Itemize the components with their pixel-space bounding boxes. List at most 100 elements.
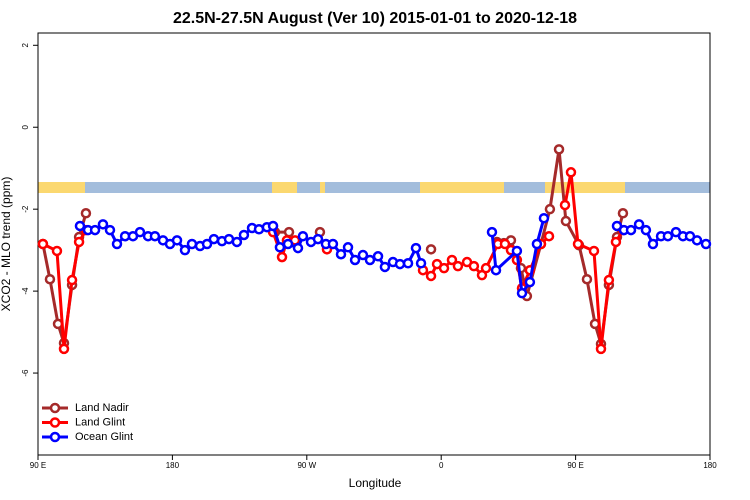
point [544, 203, 556, 215]
point [276, 251, 288, 263]
point [394, 258, 406, 270]
point [111, 238, 123, 250]
point [565, 167, 577, 178]
point [134, 226, 146, 238]
y-tick-label: 0 [21, 124, 30, 129]
point [97, 219, 109, 230]
point [486, 226, 498, 238]
x-tick-label: 180 [703, 461, 717, 470]
chart-title: 22.5N-27.5N August (Ver 10) 2015-01-01 t… [173, 10, 577, 27]
x-tick-label: 90 W [297, 461, 316, 470]
point [74, 220, 86, 232]
point [66, 274, 78, 286]
ocean-strip [38, 182, 710, 193]
point [283, 226, 295, 238]
land-strip [420, 182, 504, 193]
x-tick-label: 180 [166, 461, 180, 470]
point [282, 238, 294, 250]
point [511, 245, 523, 257]
point [44, 273, 56, 285]
point [446, 254, 458, 266]
point [51, 245, 63, 257]
point [37, 238, 49, 250]
point [588, 245, 600, 257]
point [73, 236, 85, 248]
x-tick-label: 0 [439, 461, 444, 470]
x-tick-label: 90 E [567, 461, 583, 470]
point [662, 230, 674, 242]
point [468, 260, 480, 272]
point [104, 224, 116, 236]
point [516, 287, 528, 299]
point [364, 254, 376, 266]
point [179, 244, 191, 256]
point [603, 274, 615, 286]
point [342, 242, 354, 253]
point [379, 261, 391, 273]
point [480, 262, 492, 274]
point [335, 248, 347, 260]
point [89, 224, 101, 236]
point [700, 238, 712, 250]
point [524, 276, 536, 288]
point [231, 236, 243, 248]
legend-marker [49, 402, 61, 414]
point [559, 199, 571, 211]
land-strip [38, 182, 85, 193]
point [617, 208, 629, 219]
land-strip [545, 182, 625, 193]
point [438, 262, 450, 274]
legend-label: Land Nadir [75, 402, 129, 414]
point [274, 242, 286, 253]
point [171, 235, 183, 246]
point [560, 215, 572, 227]
point [647, 238, 659, 250]
point [452, 260, 464, 272]
y-tick-label: -4 [21, 287, 30, 295]
point [415, 258, 427, 269]
legend-label: Land Glint [75, 416, 125, 428]
point [312, 233, 324, 245]
x-tick-label: 90 E [30, 461, 46, 470]
point [349, 254, 361, 266]
point [208, 233, 220, 245]
point [267, 220, 279, 232]
point [297, 230, 309, 242]
point [186, 238, 198, 250]
legend-marker [49, 431, 61, 443]
point [327, 238, 339, 250]
point [58, 343, 70, 355]
point [581, 273, 593, 285]
point [425, 244, 437, 255]
point [490, 264, 502, 276]
point [238, 229, 250, 241]
point [292, 242, 304, 254]
legend-marker [49, 417, 61, 428]
point [625, 224, 637, 236]
y-tick-label: 2 [21, 43, 30, 48]
y-axis-label: XCO2 - MLO trend (ppm) [0, 177, 13, 312]
point [410, 242, 422, 254]
point [402, 258, 414, 269]
x-axis-label: Longitude [349, 476, 402, 490]
land-strip [272, 182, 297, 193]
point [543, 230, 555, 242]
point [640, 224, 652, 236]
point [425, 270, 437, 282]
point [201, 238, 213, 250]
point [572, 238, 584, 250]
legend-label: Ocean Glint [75, 431, 133, 443]
point [149, 230, 161, 242]
y-tick-label: -2 [21, 205, 30, 213]
y-tick-label: -6 [21, 369, 30, 377]
point [691, 235, 703, 246]
point [610, 236, 622, 248]
point [553, 144, 565, 155]
point [372, 251, 384, 262]
land-sea-strip [38, 182, 710, 193]
point [633, 219, 645, 230]
point [538, 212, 550, 224]
point [357, 249, 369, 261]
